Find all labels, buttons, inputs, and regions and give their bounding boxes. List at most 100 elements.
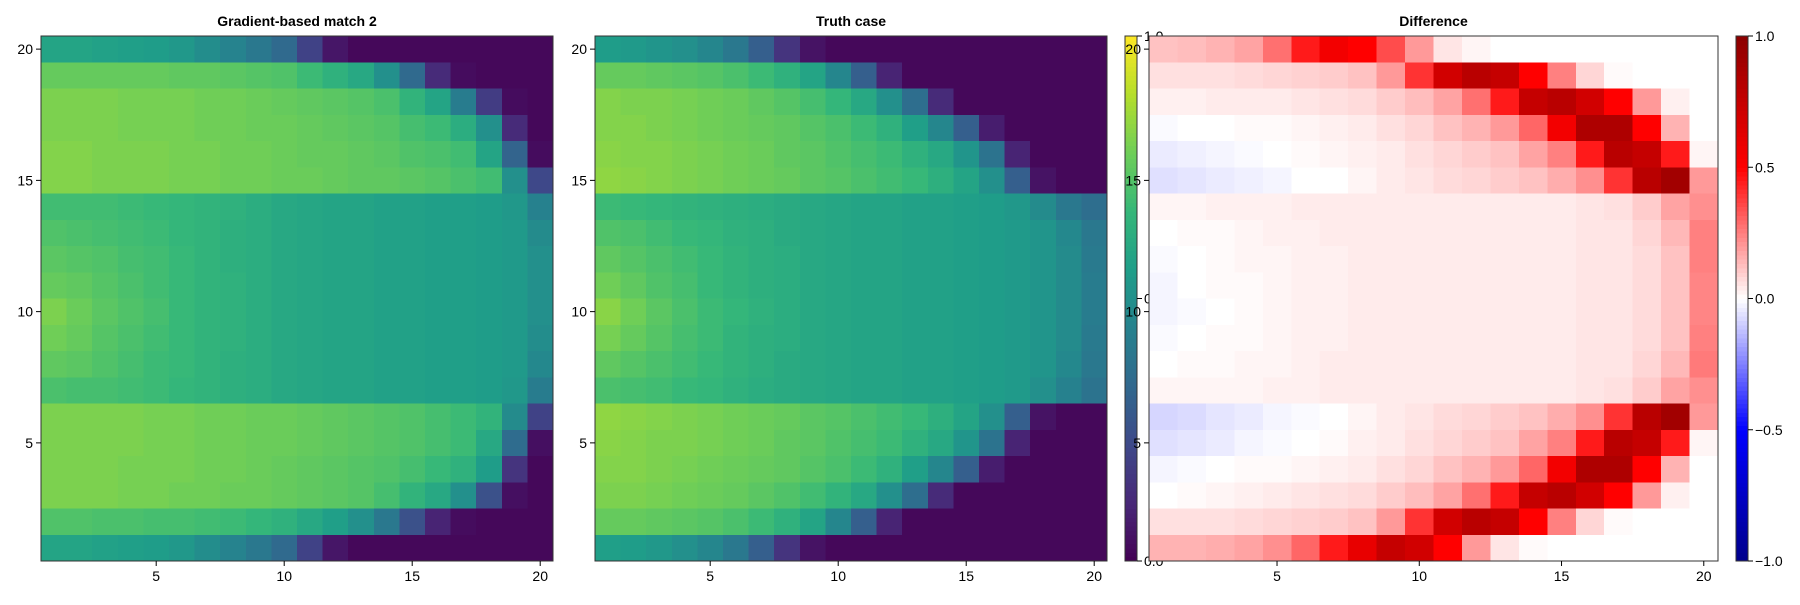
colorbar-segment [1125, 324, 1137, 330]
heatmap-cell [927, 88, 954, 116]
colorbar-segment [1736, 486, 1748, 492]
heatmap-cell [1262, 324, 1292, 352]
heatmap-cell [1461, 114, 1491, 142]
colorbar-segment [1736, 346, 1748, 352]
heatmap-cell [825, 62, 852, 90]
heatmap-cell [1405, 246, 1435, 273]
heatmap-cell [1030, 482, 1057, 510]
heatmap-cell [1405, 429, 1435, 457]
heatmap-cell [527, 429, 554, 457]
heatmap-cell [322, 141, 349, 168]
heatmap-cell [697, 167, 724, 195]
colorbar-tick-label: −1.0 [1755, 553, 1783, 569]
heatmap-cell [1547, 88, 1577, 116]
colorbar-segment [1736, 180, 1748, 186]
heatmap-cell [1689, 167, 1719, 195]
heatmap-cell [399, 36, 426, 63]
heatmap-cell [902, 482, 929, 510]
heatmap-cell [902, 219, 929, 247]
heatmap-cell [297, 508, 324, 536]
heatmap-cell [799, 377, 826, 405]
heatmap-cell [399, 219, 426, 247]
colorbar-segment [1125, 294, 1137, 300]
heatmap-cell [41, 193, 68, 221]
heatmap-cell [348, 351, 375, 378]
colorbar-segment [1736, 530, 1748, 536]
colorbar-segment [1736, 311, 1748, 317]
heatmap-cell [1319, 377, 1349, 405]
heatmap-cell [425, 377, 452, 405]
heatmap-cell [1030, 272, 1057, 300]
heatmap-cell [425, 114, 452, 142]
colorbar-segment [1736, 482, 1748, 488]
colorbar-segment [1736, 154, 1748, 160]
heatmap-cell [927, 508, 954, 536]
heatmap-cell [595, 377, 622, 405]
heatmap-cell [953, 324, 980, 352]
y-tick-label: 20 [1125, 41, 1141, 57]
colorbar-tick-label: 0.0 [1755, 291, 1775, 307]
heatmap-cell [902, 167, 929, 195]
heatmap-cell [1030, 219, 1057, 247]
colorbar-segment [1736, 75, 1748, 81]
heatmap-cell [646, 36, 673, 63]
heatmap-cell [697, 246, 724, 273]
heatmap-cell [297, 429, 324, 457]
colorbar-segment [1125, 250, 1137, 256]
heatmap-cell [169, 141, 196, 168]
colorbar-segment [1125, 390, 1137, 396]
colorbar-segment [1736, 364, 1748, 370]
heatmap-cell [1405, 324, 1435, 352]
heatmap-cell [1632, 508, 1662, 536]
heatmap-cell [1689, 508, 1719, 536]
heatmap-cell [979, 429, 1006, 457]
colorbar-segment [1736, 368, 1748, 374]
heatmap-cell [1262, 456, 1292, 483]
heatmap-cell [1177, 403, 1207, 431]
colorbar-segment [1125, 302, 1137, 308]
heatmap-cell [1689, 429, 1719, 457]
plot-frame [594, 35, 1108, 562]
heatmap-cell [953, 456, 980, 483]
heatmap-cell [1081, 88, 1108, 116]
heatmap-cell [92, 456, 119, 483]
plot-frame [40, 35, 554, 562]
colorbar-segment [1736, 254, 1748, 260]
colorbar-segment [1125, 259, 1137, 265]
heatmap-cell [117, 351, 144, 378]
heatmap-cell [1205, 167, 1235, 195]
heatmap-cell [1055, 141, 1082, 168]
heatmap-cell [723, 534, 750, 562]
colorbar-segment [1736, 123, 1748, 129]
heatmap-cell [527, 167, 554, 195]
heatmap-cell [220, 167, 247, 195]
heatmap-cell [723, 193, 750, 221]
heatmap-cell [1632, 351, 1662, 378]
heatmap-cell [450, 429, 477, 457]
heatmap-cell [92, 114, 119, 142]
heatmap-cell [825, 219, 852, 247]
heatmap-cell [1632, 141, 1662, 168]
heatmap-cell [501, 114, 528, 142]
heatmap-cell [1004, 324, 1031, 352]
heatmap-cell [774, 246, 801, 273]
colorbar-segment [1125, 62, 1137, 68]
heatmap-cell [1234, 403, 1264, 431]
heatmap-cell [1490, 508, 1520, 536]
heatmap-cell [1604, 36, 1634, 63]
heatmap-cell [979, 36, 1006, 63]
heatmap-cell [1177, 456, 1207, 483]
colorbar-segment [1736, 232, 1748, 238]
heatmap-cell [245, 429, 272, 457]
heatmap-cell [620, 272, 647, 300]
colorbar-segment [1736, 149, 1748, 155]
heatmap-cell [322, 482, 349, 510]
heatmap-cell [697, 141, 724, 168]
heatmap-cell [748, 246, 775, 273]
heatmap-cell [1348, 508, 1378, 536]
colorbar-segment [1736, 539, 1748, 545]
heatmap-cell [1081, 534, 1108, 562]
heatmap-cell [646, 429, 673, 457]
colorbar-segment [1125, 473, 1137, 479]
heatmap-cell [825, 193, 852, 221]
